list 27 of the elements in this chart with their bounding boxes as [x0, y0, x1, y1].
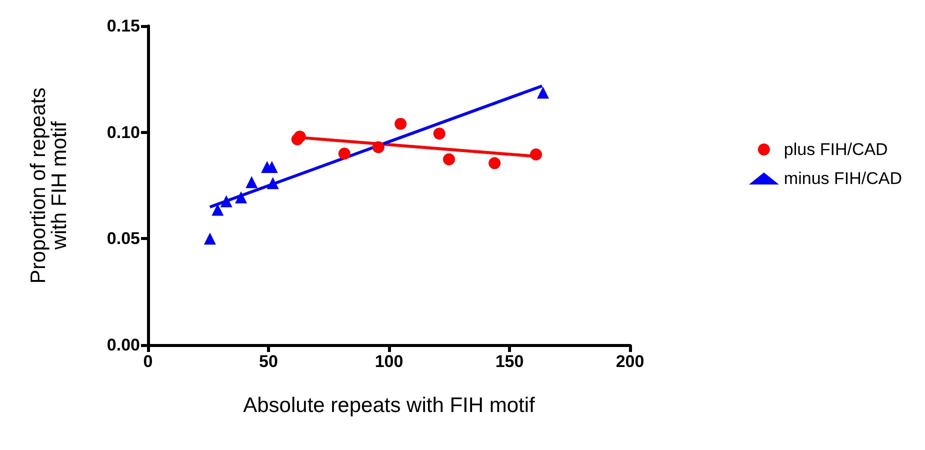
point — [220, 195, 232, 208]
point — [443, 153, 456, 166]
point — [204, 232, 216, 245]
point — [294, 130, 306, 143]
point — [338, 148, 350, 160]
y-tick-label: 0.05 — [106, 229, 140, 248]
y-tick-label: 0.15 — [106, 16, 140, 36]
y-axis-title: Proportion of repeats with FIH motif — [27, 87, 71, 284]
x-tick-label: 100 — [374, 352, 404, 371]
point — [246, 176, 258, 188]
x-tick-label: 0 — [143, 352, 153, 371]
point — [433, 128, 446, 140]
point — [488, 157, 501, 170]
point — [537, 86, 549, 99]
legend-label: plus FIH/CAD — [784, 140, 888, 159]
point — [530, 148, 542, 160]
point — [372, 141, 384, 154]
y-tick-label: 0.00 — [106, 336, 140, 354]
point — [266, 177, 279, 190]
point — [394, 118, 407, 130]
x-tick-label: 50 — [259, 352, 278, 371]
x-tick-label: 150 — [495, 352, 524, 371]
x-axis-title: Absolute repeats with FIH motif — [243, 394, 536, 417]
legend-label: minus FIH/CAD — [784, 169, 902, 188]
x-tick-label: 200 — [616, 352, 644, 371]
point — [235, 191, 248, 204]
y-tick-label: 0.10 — [106, 122, 140, 142]
